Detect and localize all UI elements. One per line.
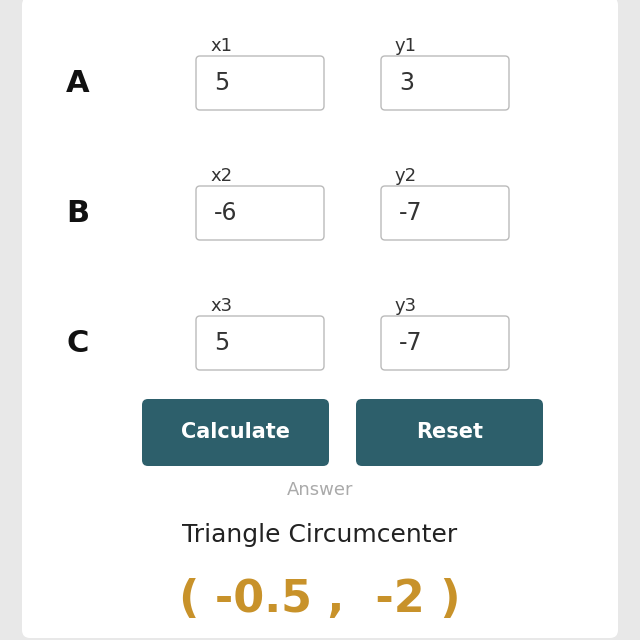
Text: B: B (67, 198, 90, 227)
Text: Calculate: Calculate (181, 422, 290, 442)
Text: x1: x1 (210, 37, 232, 55)
FancyBboxPatch shape (196, 316, 324, 370)
Text: y2: y2 (395, 167, 417, 185)
Text: -6: -6 (214, 201, 237, 225)
Text: ( -0.5 ,  -2 ): ( -0.5 , -2 ) (179, 579, 461, 621)
Text: Reset: Reset (416, 422, 483, 442)
Text: 3: 3 (399, 71, 414, 95)
Text: y3: y3 (395, 297, 417, 315)
FancyBboxPatch shape (142, 399, 329, 466)
FancyBboxPatch shape (381, 56, 509, 110)
FancyBboxPatch shape (196, 186, 324, 240)
Text: A: A (66, 68, 90, 97)
Text: x3: x3 (210, 297, 232, 315)
Text: 5: 5 (214, 331, 229, 355)
Text: -7: -7 (399, 331, 422, 355)
FancyBboxPatch shape (381, 316, 509, 370)
FancyBboxPatch shape (381, 186, 509, 240)
Text: 5: 5 (214, 71, 229, 95)
FancyBboxPatch shape (356, 399, 543, 466)
Text: -7: -7 (399, 201, 422, 225)
FancyBboxPatch shape (196, 56, 324, 110)
Text: y1: y1 (395, 37, 417, 55)
Text: C: C (67, 328, 89, 358)
Text: Triangle Circumcenter: Triangle Circumcenter (182, 523, 458, 547)
Text: x2: x2 (210, 167, 232, 185)
Text: Answer: Answer (287, 481, 353, 499)
FancyBboxPatch shape (22, 0, 618, 638)
